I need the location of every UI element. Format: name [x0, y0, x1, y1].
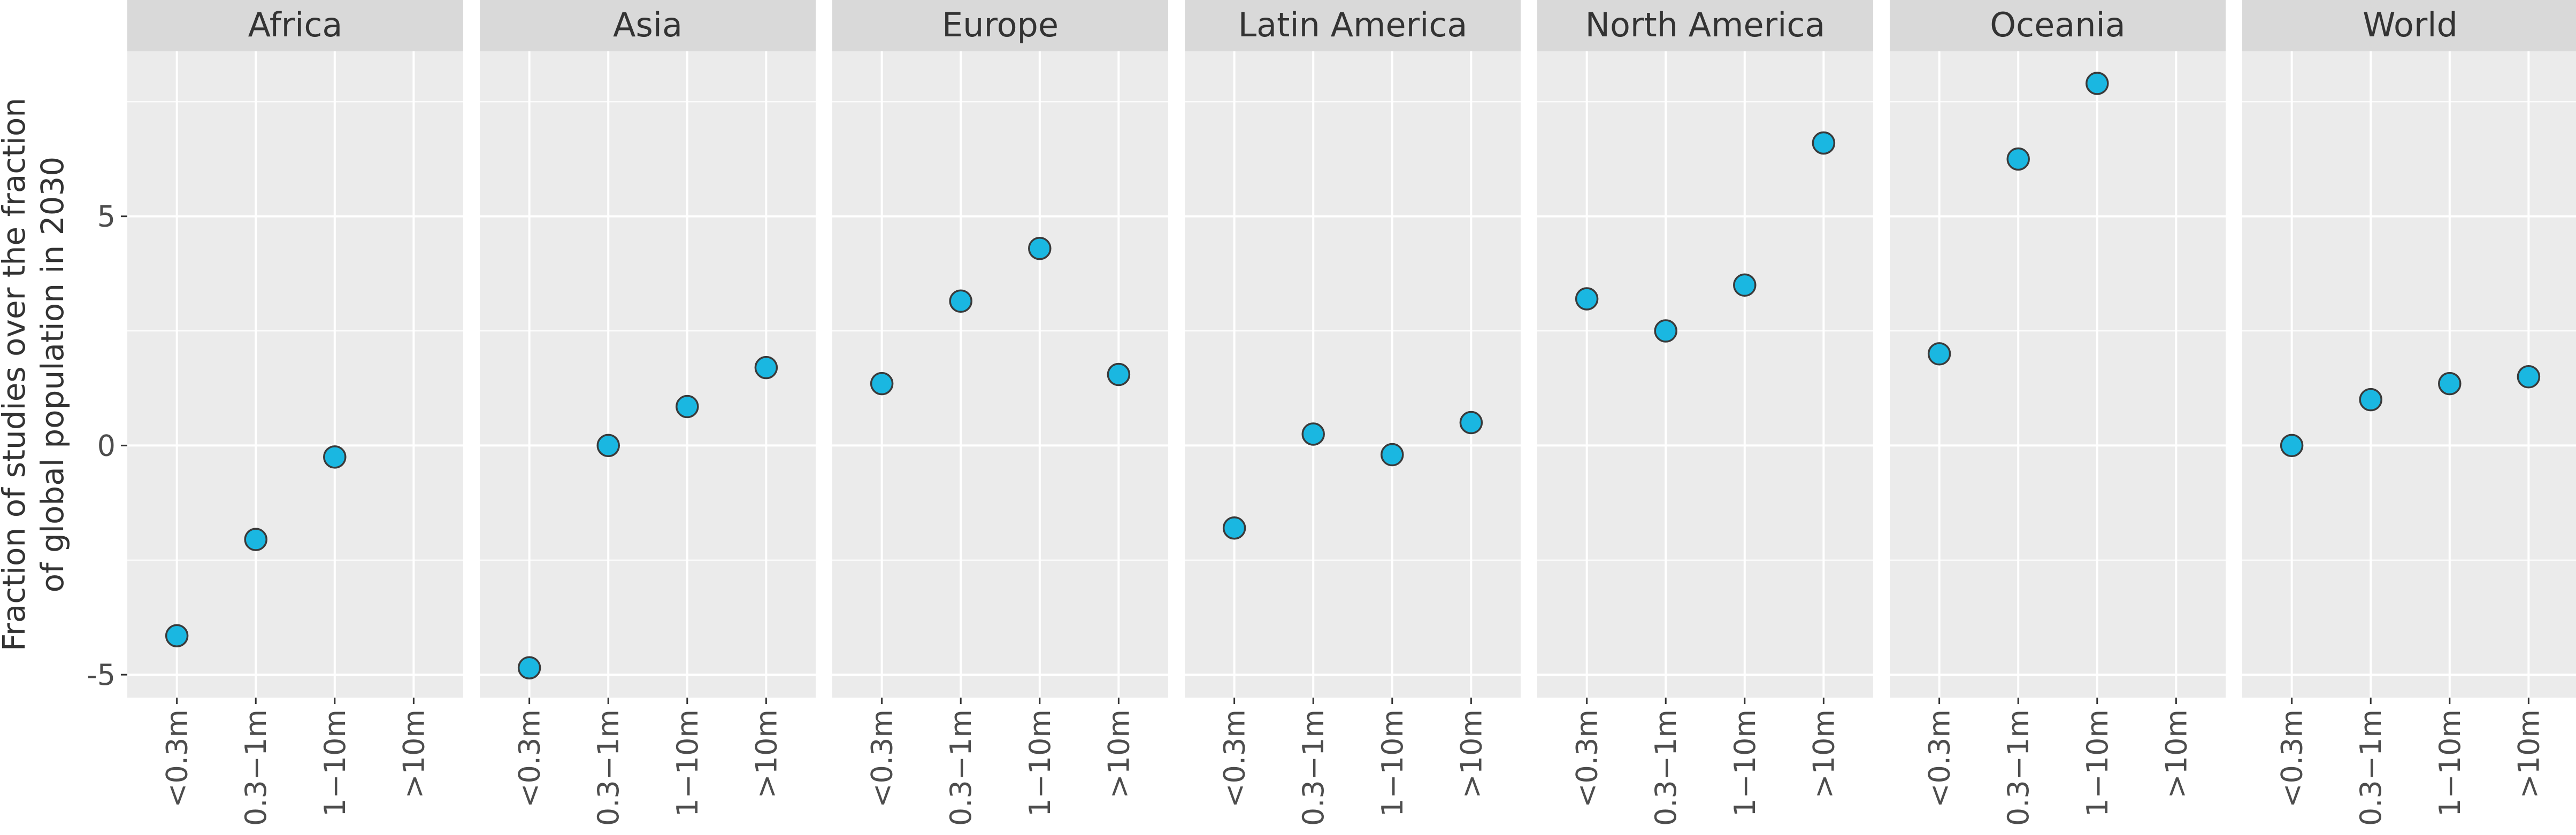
data-point: [2006, 147, 2030, 171]
x-tick-label: <0.3m: [160, 709, 194, 808]
x-tick-label: 0.3−1m: [239, 709, 273, 826]
x-tick-label: >10m: [2512, 709, 2546, 799]
facet-panel: Oceania <0.3m 0.3−1m 1−10m >10m: [1890, 0, 2226, 826]
data-point: [676, 395, 699, 419]
facet-strip: [1537, 0, 1873, 51]
facet-strip-label: Asia: [613, 5, 683, 44]
x-tick-label: 1−10m: [318, 709, 352, 817]
data-point: [596, 434, 620, 458]
facet-strip-label: Latin America: [1238, 5, 1468, 44]
x-tick-label: >10m: [2159, 709, 2193, 799]
x-tick-label: <0.3m: [865, 709, 899, 808]
x-tick-label: 1−10m: [2081, 709, 2114, 817]
x-tick-label: >10m: [1454, 709, 1488, 799]
y-axis: -5 0 5: [87, 200, 127, 692]
data-point: [165, 624, 189, 647]
facet-panel: Africa <0.3m 0.3−1m 1−10m >10m: [127, 0, 463, 826]
facet-panel: Europe <0.3m 0.3−1m 1−10m >10m: [832, 0, 1168, 826]
facet-panels: Africa <0.3m 0.3−1m 1−10m >10m Asia <0.3m 0.3−1…: [127, 0, 2576, 826]
data-point: [1812, 131, 1836, 155]
x-tick-label: 0.3−1m: [944, 709, 978, 826]
data-point: [1107, 362, 1131, 386]
data-point: [1927, 342, 1951, 366]
x-tick-label: 0.3−1m: [2354, 709, 2388, 826]
facet-panel: North America <0.3m 0.3−1m 1−10m >10m: [1537, 0, 1873, 826]
y-tick-label: 5: [97, 200, 116, 234]
data-point: [2086, 72, 2109, 95]
x-tick-label: 0.3−1m: [1649, 709, 1683, 826]
facet-strip-label: Africa: [248, 5, 343, 44]
x-tick-label: 1−10m: [1728, 709, 1762, 817]
data-point: [1028, 236, 1052, 260]
data-point: [323, 445, 347, 469]
facet-plot-area: [1185, 51, 1521, 698]
facet-strip-label: Europe: [942, 5, 1059, 44]
data-point: [1459, 411, 1483, 435]
data-point: [1381, 443, 1404, 467]
y-axis-title: Fraction of studies over the fraction of…: [0, 98, 71, 651]
facet-strip-label: North America: [1585, 5, 1826, 44]
x-tick-label: >10m: [749, 709, 783, 799]
x-tick-label: 0.3−1m: [1297, 709, 1330, 826]
data-point: [2359, 388, 2382, 412]
data-point: [517, 656, 541, 680]
x-tick-label: <0.3m: [2275, 709, 2309, 808]
x-tick-label: >10m: [1807, 709, 1841, 799]
data-point: [2438, 372, 2462, 396]
data-point: [754, 355, 778, 380]
facet-strip-label: World: [2363, 5, 2458, 44]
x-tick-label: <0.3m: [1923, 709, 1957, 808]
facet-panel: Asia <0.3m 0.3−1m 1−10m >10m: [480, 0, 816, 826]
facet-strip-label: Oceania: [1990, 5, 2126, 44]
y-tick-label: -5: [87, 658, 116, 692]
facet-strip: [2242, 0, 2576, 51]
data-point: [949, 289, 972, 313]
data-point: [1301, 422, 1325, 446]
facet-strip: [480, 0, 816, 51]
data-point: [1654, 319, 1677, 343]
x-tick-label: 1−10m: [2433, 709, 2467, 817]
y-axis-title-line-1: Fraction of studies over the fraction: [0, 98, 32, 651]
x-tick-label: >10m: [1102, 709, 1136, 799]
facet-strip: [1185, 0, 1521, 51]
y-axis-title-line-2: of global population in 2030: [34, 157, 71, 593]
data-point: [2517, 365, 2541, 389]
x-tick-label: 1−10m: [1023, 709, 1057, 817]
facet-strip: [1890, 0, 2226, 51]
facet-strip: [127, 0, 463, 51]
x-tick-label: >10m: [397, 709, 431, 799]
data-point: [2280, 434, 2304, 458]
x-tick-label: <0.3m: [1570, 709, 1604, 808]
facet-plot-area: [1890, 51, 2226, 698]
facet-panel: Latin America <0.3m 0.3−1m 1−10m >10m: [1185, 0, 1521, 826]
facet-plot-area: [1537, 51, 1873, 698]
x-tick-label: 1−10m: [671, 709, 704, 817]
data-point: [244, 528, 267, 551]
x-tick-label: 0.3−1m: [592, 709, 625, 826]
x-tick-label: <0.3m: [1218, 709, 1252, 808]
data-point: [1733, 273, 1757, 297]
data-point: [870, 372, 894, 396]
data-point: [1222, 516, 1246, 540]
x-tick-label: 1−10m: [1376, 709, 1409, 817]
facet-strip: [832, 0, 1168, 51]
data-point: [1575, 287, 1599, 311]
x-tick-label: 0.3−1m: [2002, 709, 2035, 826]
y-tick-label: 0: [97, 429, 116, 462]
x-tick-label: <0.3m: [513, 709, 547, 808]
facet-panel: World <0.3m 0.3−1m 1−10m >10m: [2242, 0, 2576, 826]
facet-plot-area: [127, 51, 463, 698]
